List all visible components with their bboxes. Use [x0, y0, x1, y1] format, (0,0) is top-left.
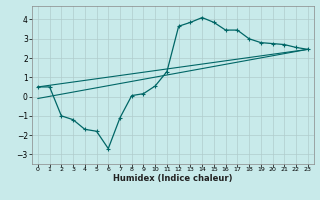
X-axis label: Humidex (Indice chaleur): Humidex (Indice chaleur) — [113, 174, 233, 183]
